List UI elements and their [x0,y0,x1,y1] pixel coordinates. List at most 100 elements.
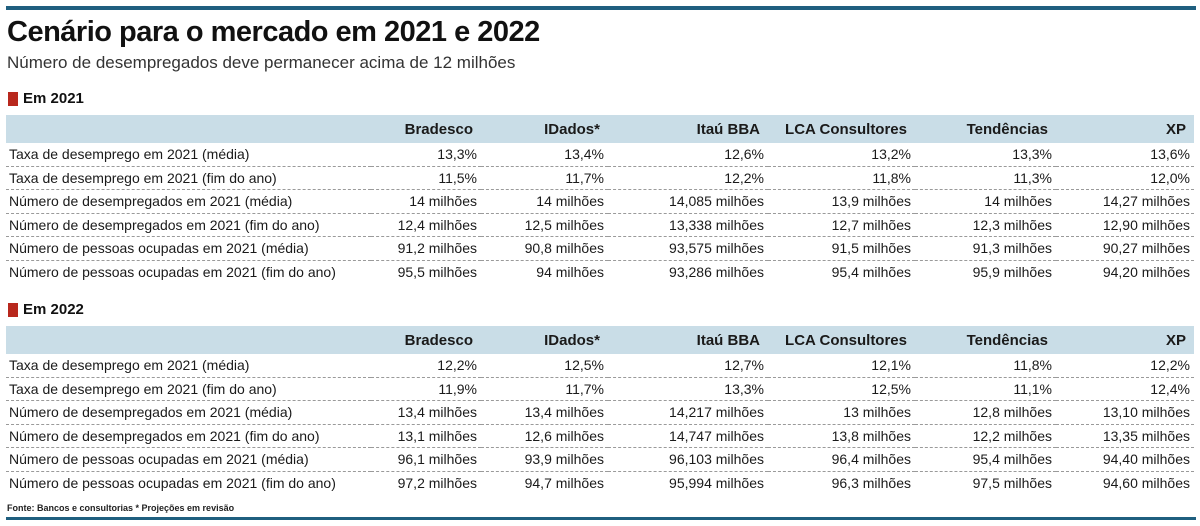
table-cell: 13,3% [371,143,481,167]
table-row: Taxa de desemprego em 2021 (fim do ano) 1… [6,377,1194,401]
table-cell: 14,27 milhões [1056,189,1194,214]
column-header-tendencias: Tendências [966,120,1048,138]
table-2022: Bradesco IDados* Itaú BBA LCA Consultore… [6,326,1194,494]
table-cell: 91,2 milhões [371,236,481,261]
table-cell: 11,8% [915,354,1056,378]
row-label: Número de desempregados em 2021 (média) [6,400,371,425]
column-header-itau-bba: Itaú BBA [696,120,760,138]
section-marker [8,302,18,317]
table-cell: 90,27 milhões [1056,236,1194,261]
table-cell: 13,10 milhões [1056,400,1194,425]
table-header-row: Bradesco IDados* Itaú BBA LCA Consultore… [6,115,1194,143]
table-cell: 13,4% [481,143,608,167]
table-cell: 14,747 milhões [608,424,768,448]
column-header-xp: XP [1165,331,1186,349]
table-cell: 91,5 milhões [768,236,915,261]
page-subtitle: Número de desempregados deve permanecer … [7,53,516,72]
table-cell: 96,4 milhões [768,447,915,472]
table-cell: 11,9% [371,377,481,401]
table-cell: 12,6% [608,143,768,167]
table-cell: 12,8 milhões [915,400,1056,425]
column-header-xp: XP [1165,120,1186,138]
source-footnote: Fonte: Bancos e consultorias * Projeções… [7,503,235,513]
table-cell: 14 milhões [371,189,481,214]
table-cell: 13,9 milhões [768,189,915,214]
table-cell: 14,217 milhões [608,400,768,425]
table-cell: 13,3% [915,143,1056,167]
table-2021: Bradesco IDados* Itaú BBA LCA Consultore… [6,115,1194,283]
row-label: Número de pessoas ocupadas em 2021 (médi… [6,447,371,472]
table-cell: 14 milhões [481,189,608,214]
table-row: Taxa de desemprego em 2021 (fim do ano) 1… [6,166,1194,190]
table-cell: 12,5% [481,354,608,378]
table-cell: 96,1 milhões [371,447,481,472]
table-cell: 95,5 milhões [397,263,477,280]
table-cell: 12,0% [1056,166,1194,190]
table-row: Taxa de desemprego em 2021 (média) 13,3% 1… [6,143,1194,167]
table-cell: 12,7 milhões [768,213,915,237]
table-cell: 97,5 milhões [972,474,1052,491]
table-cell: 94,60 milhões [1102,474,1190,491]
table-cell: 12,2 milhões [915,424,1056,448]
bottom-rule [6,517,1196,520]
section-label-2021: Em 2021 [8,90,84,107]
table-cell: 95,4 milhões [831,263,911,280]
table-cell: 13,1 milhões [371,424,481,448]
table-cell: 93,9 milhões [481,447,608,472]
table-cell: 97,2 milhões [397,474,477,491]
table-cell: 12,2% [1056,354,1194,378]
section-marker [8,91,18,106]
table-row: Número de pessoas ocupadas em 2021 (médi… [6,447,1194,472]
section-label-text: Em 2021 [23,90,84,107]
table-row: Número de pessoas ocupadas em 2021 (fim … [6,260,1194,283]
row-label: Número de desempregados em 2021 (média) [6,189,371,214]
column-header-lca: LCA Consultores [785,331,907,349]
table-cell: 13,3% [608,377,768,401]
table-cell: 14,085 milhões [608,189,768,214]
table-cell: 12,4% [1056,377,1194,401]
table-cell: 12,4 milhões [371,213,481,237]
table-cell: 13,8 milhões [768,424,915,448]
row-label: Número de desempregados em 2021 (fim do … [6,213,371,237]
table-cell: 95,9 milhões [972,263,1052,280]
table-cell: 13 milhões [768,400,915,425]
table-cell: 11,5% [371,166,481,190]
column-header-itau-bba: Itaú BBA [696,331,760,349]
table-header-row: Bradesco IDados* Itaú BBA LCA Consultore… [6,326,1194,354]
table-cell: 11,7% [481,377,608,401]
table-cell: 13,2% [768,143,915,167]
table-cell: 96,3 milhões [831,474,911,491]
header-blank-cell [6,115,371,143]
table-cell: 95,994 milhões [669,474,764,491]
table-cell: 13,4 milhões [371,400,481,425]
table-cell: 14 milhões [915,189,1056,214]
row-label: Taxa de desemprego em 2021 (fim do ano) [6,377,371,401]
table-cell: 12,2% [608,166,768,190]
table-cell: 93,286 milhões [669,263,764,280]
row-label: Taxa de desemprego em 2021 (média) [6,354,371,378]
table-cell: 91,3 milhões [915,236,1056,261]
table-cell: 12,5% [768,377,915,401]
header-blank-cell [6,326,371,354]
table-cell: 12,2% [371,354,481,378]
table-row: Número de desempregados em 2021 (média) 1… [6,400,1194,425]
table-cell: 12,3 milhões [915,213,1056,237]
table-row: Taxa de desemprego em 2021 (média) 12,2% 1… [6,354,1194,378]
table-cell: 11,3% [915,166,1056,190]
table-row: Número de desempregados em 2021 (fim do … [6,424,1194,448]
table-cell: 12,5 milhões [481,213,608,237]
row-label: Taxa de desemprego em 2021 (fim do ano) [6,166,371,190]
table-cell: 12,7% [608,354,768,378]
section-label-2022: Em 2022 [8,301,84,318]
column-header-lca: LCA Consultores [785,120,907,138]
table-cell: 13,4 milhões [481,400,608,425]
table-cell: 12,6 milhões [481,424,608,448]
table-row: Número de pessoas ocupadas em 2021 (fim … [6,471,1194,494]
table-cell: 12,90 milhões [1056,213,1194,237]
table-cell: 93,575 milhões [608,236,768,261]
table-cell: 96,103 milhões [608,447,768,472]
column-header-tendencias: Tendências [966,331,1048,349]
table-cell: 13,6% [1056,143,1194,167]
section-label-text: Em 2022 [23,301,84,318]
table-cell: 94,20 milhões [1102,263,1190,280]
